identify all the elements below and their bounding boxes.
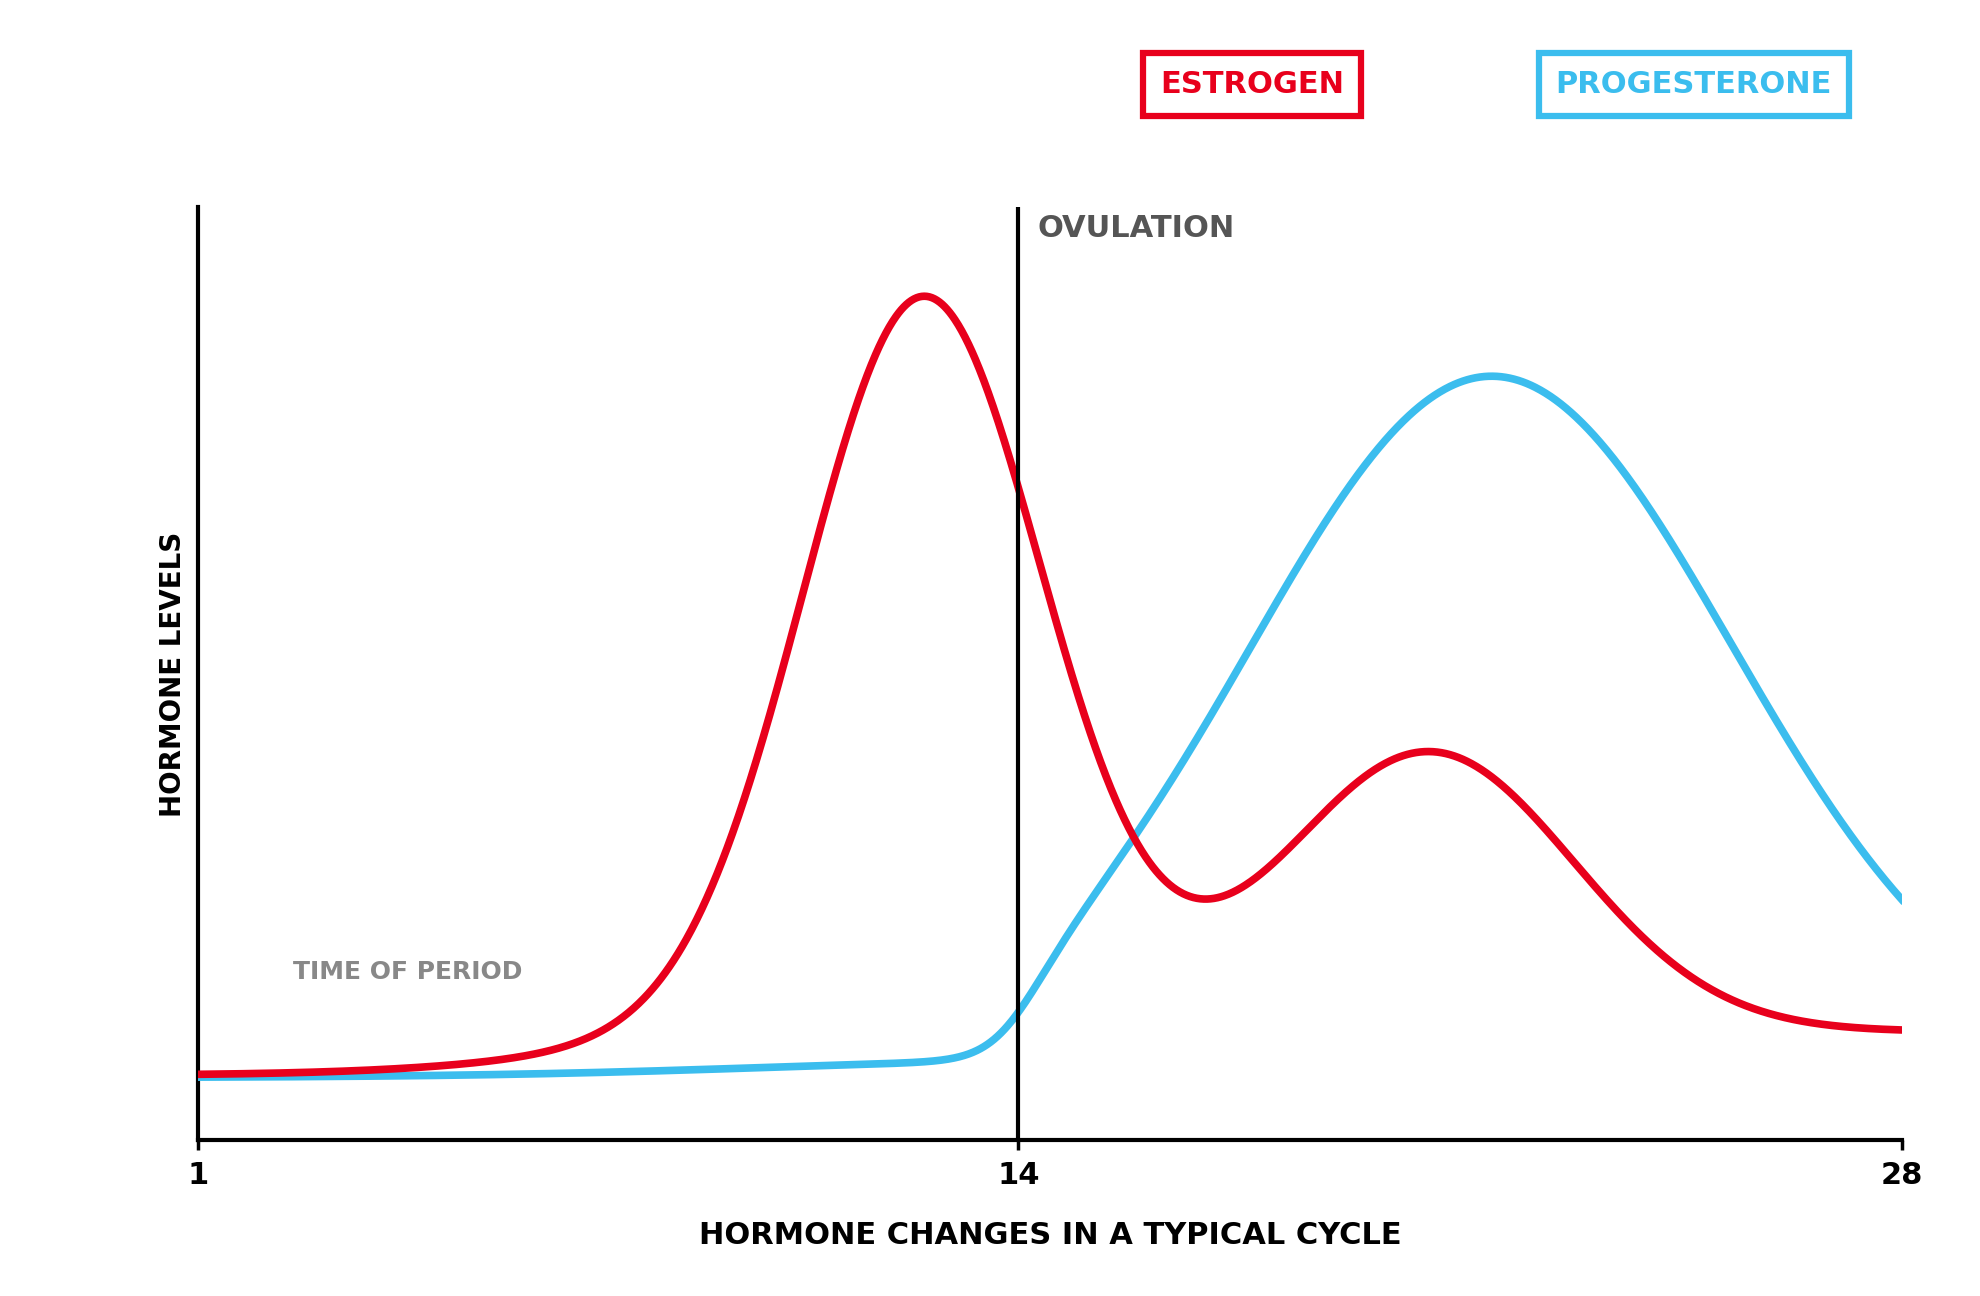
- Text: ESTROGEN: ESTROGEN: [1160, 70, 1342, 98]
- X-axis label: HORMONE CHANGES IN A TYPICAL CYCLE: HORMONE CHANGES IN A TYPICAL CYCLE: [699, 1221, 1400, 1249]
- Text: TIME OF PERIOD: TIME OF PERIOD: [293, 959, 523, 984]
- Y-axis label: HORMONE LEVELS: HORMONE LEVELS: [158, 531, 186, 816]
- Text: OVULATION: OVULATION: [1038, 214, 1234, 242]
- Text: PROGESTERONE: PROGESTERONE: [1554, 70, 1832, 98]
